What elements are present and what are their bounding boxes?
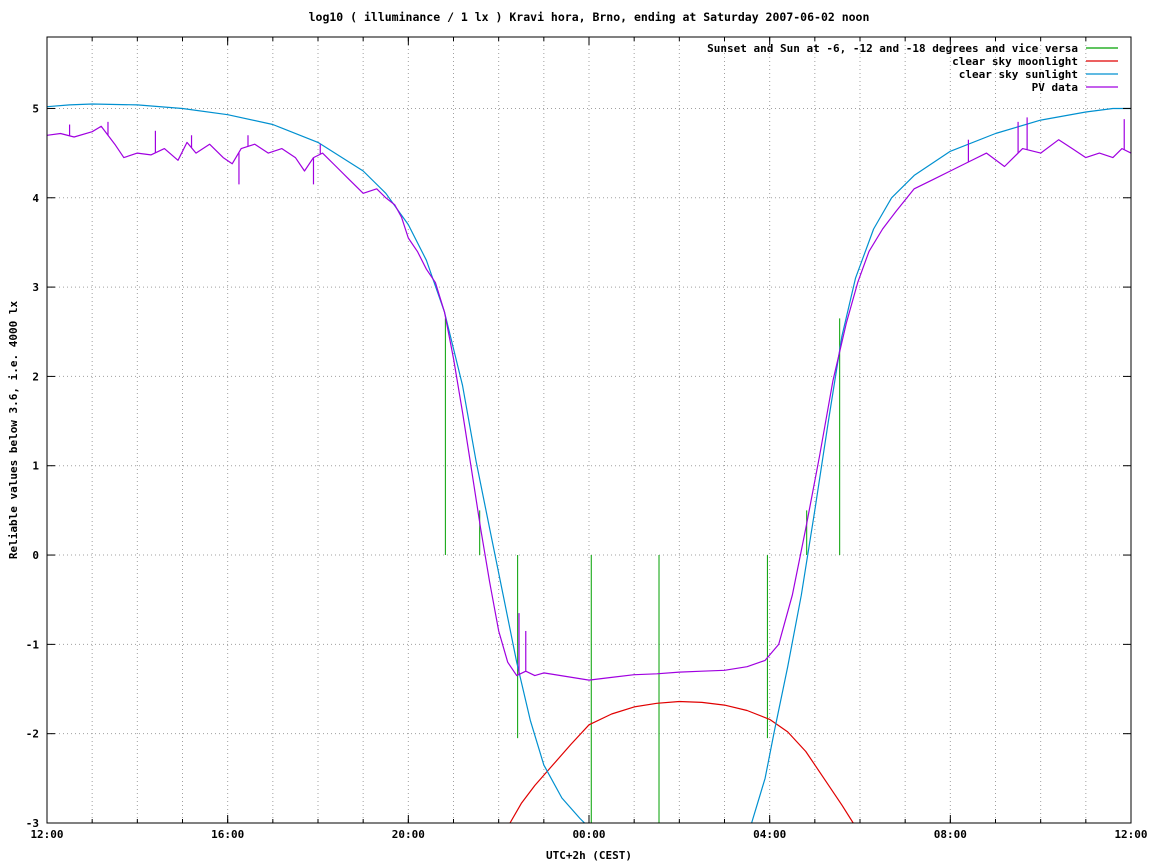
y-tick-label: -3 <box>26 817 39 830</box>
legend-label: Sunset and Sun at -6, -12 and -18 degree… <box>707 42 1078 55</box>
clear-sky-moonlight-line <box>509 700 854 823</box>
x-tick-label: 08:00 <box>934 828 967 841</box>
legend-label: PV data <box>1032 81 1078 94</box>
axis-ticks: -3 -2 -1 0 1 2 3 4 5 12:00 16:00 20:00 00:00 04:00 08:… <box>26 37 1148 841</box>
y-tick-label: 1 <box>32 460 39 473</box>
series-layer <box>47 103 1131 823</box>
legend-label: clear sky moonlight <box>952 55 1078 68</box>
grid-lines <box>47 37 1131 823</box>
clear-sky-sunlight-line <box>47 103 1131 823</box>
y-axis-label: Reliable values below 3.6, i.e. 4000 lx <box>7 300 20 559</box>
x-tick-label: 00:00 <box>572 828 605 841</box>
y-tick-label: 0 <box>32 549 39 562</box>
x-tick-label: 12:00 <box>30 828 63 841</box>
y-tick-label: 3 <box>32 281 39 294</box>
legend: Sunset and Sun at -6, -12 and -18 degree… <box>707 42 1118 94</box>
x-tick-label: 12:00 <box>1114 828 1147 841</box>
x-tick-label: 04:00 <box>753 828 786 841</box>
x-tick-label: 20:00 <box>392 828 425 841</box>
x-axis-label: UTC+2h (CEST) <box>546 849 632 862</box>
y-tick-label: -2 <box>26 728 39 741</box>
chart-title: log10 ( illuminance / 1 lx ) Kravi hora,… <box>309 10 870 24</box>
legend-label: clear sky sunlight <box>959 68 1078 81</box>
y-tick-label: 2 <box>32 370 39 383</box>
y-tick-label: -1 <box>26 638 40 651</box>
x-tick-label: 16:00 <box>211 828 244 841</box>
y-tick-label: 5 <box>32 102 39 115</box>
y-tick-label: 4 <box>32 192 39 205</box>
pv-data-line <box>47 125 1131 681</box>
